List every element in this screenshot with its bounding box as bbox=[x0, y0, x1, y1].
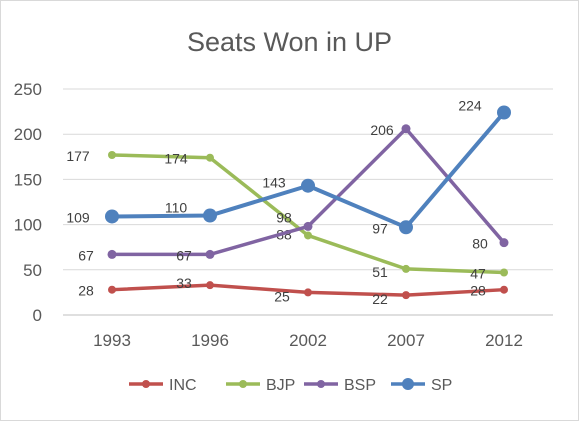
bsp-data-point bbox=[303, 221, 313, 231]
bjp-data-point bbox=[206, 153, 214, 162]
bsp-data-label: 206 bbox=[370, 122, 394, 138]
sp-legend-marker bbox=[402, 378, 414, 390]
bjp-data-label: 47 bbox=[470, 266, 486, 282]
inc-data-point bbox=[206, 281, 214, 290]
sp-data-label: 224 bbox=[458, 98, 482, 114]
y-tick-label: 200 bbox=[14, 125, 42, 144]
bjp-data-label: 177 bbox=[66, 148, 90, 164]
bsp-data-label: 67 bbox=[78, 247, 94, 263]
bjp-legend-marker bbox=[239, 380, 247, 388]
sp-data-label: 97 bbox=[372, 220, 388, 236]
sp-data-label: 109 bbox=[66, 209, 90, 225]
bsp-legend-label: BSP bbox=[344, 377, 376, 394]
y-tick-label: 150 bbox=[14, 170, 42, 189]
inc-data-point bbox=[108, 285, 116, 294]
bsp-data-point bbox=[401, 124, 411, 134]
bjp-data-label: 51 bbox=[372, 264, 388, 280]
x-tick-label: 1996 bbox=[191, 331, 229, 350]
inc-legend-label: INC bbox=[169, 377, 197, 394]
bsp-data-point bbox=[205, 249, 215, 259]
inc-legend-marker bbox=[142, 380, 150, 388]
bjp-data-label: 174 bbox=[164, 151, 188, 167]
inc-data-label: 28 bbox=[470, 283, 486, 299]
bjp-data-point bbox=[108, 150, 116, 159]
x-tick-label: 2012 bbox=[485, 331, 523, 350]
y-tick-label: 50 bbox=[23, 261, 42, 280]
sp-data-label: 143 bbox=[262, 175, 286, 191]
bjp-data-point bbox=[304, 231, 312, 240]
sp-data-point bbox=[301, 178, 315, 193]
inc-data-label: 25 bbox=[274, 288, 290, 304]
bjp-data-point bbox=[402, 264, 410, 273]
x-tick-label: 1993 bbox=[93, 331, 131, 350]
y-tick-label: 250 bbox=[14, 80, 42, 99]
inc-data-label: 28 bbox=[78, 283, 94, 299]
inc-data-point bbox=[500, 285, 508, 294]
inc-data-point bbox=[304, 288, 312, 297]
bsp-data-point bbox=[107, 249, 117, 259]
chart-title: Seats Won in UP bbox=[186, 27, 393, 57]
bsp-legend-marker bbox=[317, 380, 325, 388]
y-tick-label: 100 bbox=[14, 216, 42, 235]
bsp-data-label: 67 bbox=[176, 247, 192, 263]
inc-data-point bbox=[402, 291, 410, 300]
sp-data-label: 110 bbox=[165, 200, 188, 216]
x-tick-label: 2002 bbox=[289, 331, 327, 350]
sp-data-point bbox=[203, 208, 217, 223]
bsp-data-point bbox=[499, 238, 509, 248]
sp-data-point bbox=[399, 220, 413, 235]
inc-data-label: 22 bbox=[372, 291, 388, 307]
bsp-data-label: 98 bbox=[276, 209, 292, 225]
sp-data-point bbox=[105, 209, 119, 224]
bjp-legend-label: BJP bbox=[266, 377, 295, 394]
bsp-data-label: 80 bbox=[472, 236, 488, 252]
y-tick-label: 0 bbox=[33, 306, 42, 325]
bjp-data-point bbox=[500, 268, 508, 277]
sp-data-point bbox=[497, 105, 511, 120]
inc-data-label: 33 bbox=[176, 275, 192, 291]
sp-legend-label: SP bbox=[431, 377, 452, 394]
x-tick-label: 2007 bbox=[387, 331, 425, 350]
